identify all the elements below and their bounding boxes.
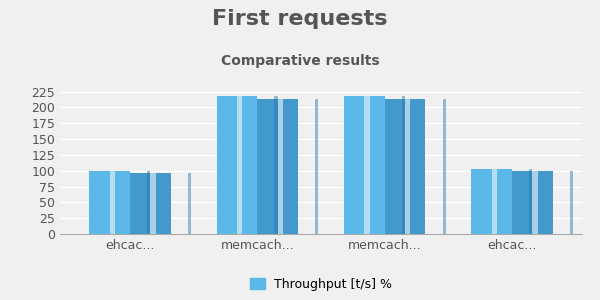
Legend: Throughput [t/s] %: Throughput [t/s] % [250,278,392,291]
Bar [532,171,538,234]
Bar [315,99,319,234]
Bar [402,96,405,234]
Bar [274,96,278,234]
Bar [257,99,298,234]
Text: First requests: First requests [212,9,388,29]
Bar [344,96,385,234]
Bar [237,96,242,234]
Bar [443,99,446,234]
Text: Comparative results: Comparative results [221,54,379,68]
Bar [570,171,573,234]
Bar [471,169,512,234]
Bar [529,169,532,234]
Bar [385,99,425,234]
Bar [151,172,155,234]
Bar [188,172,191,234]
Bar [217,96,257,234]
Bar [491,169,497,234]
Bar [147,171,151,234]
Bar [110,171,115,234]
Bar [278,99,283,234]
Bar [512,171,553,234]
Bar [405,99,410,234]
Bar [89,171,130,234]
Bar [364,96,370,234]
Bar [130,172,171,234]
